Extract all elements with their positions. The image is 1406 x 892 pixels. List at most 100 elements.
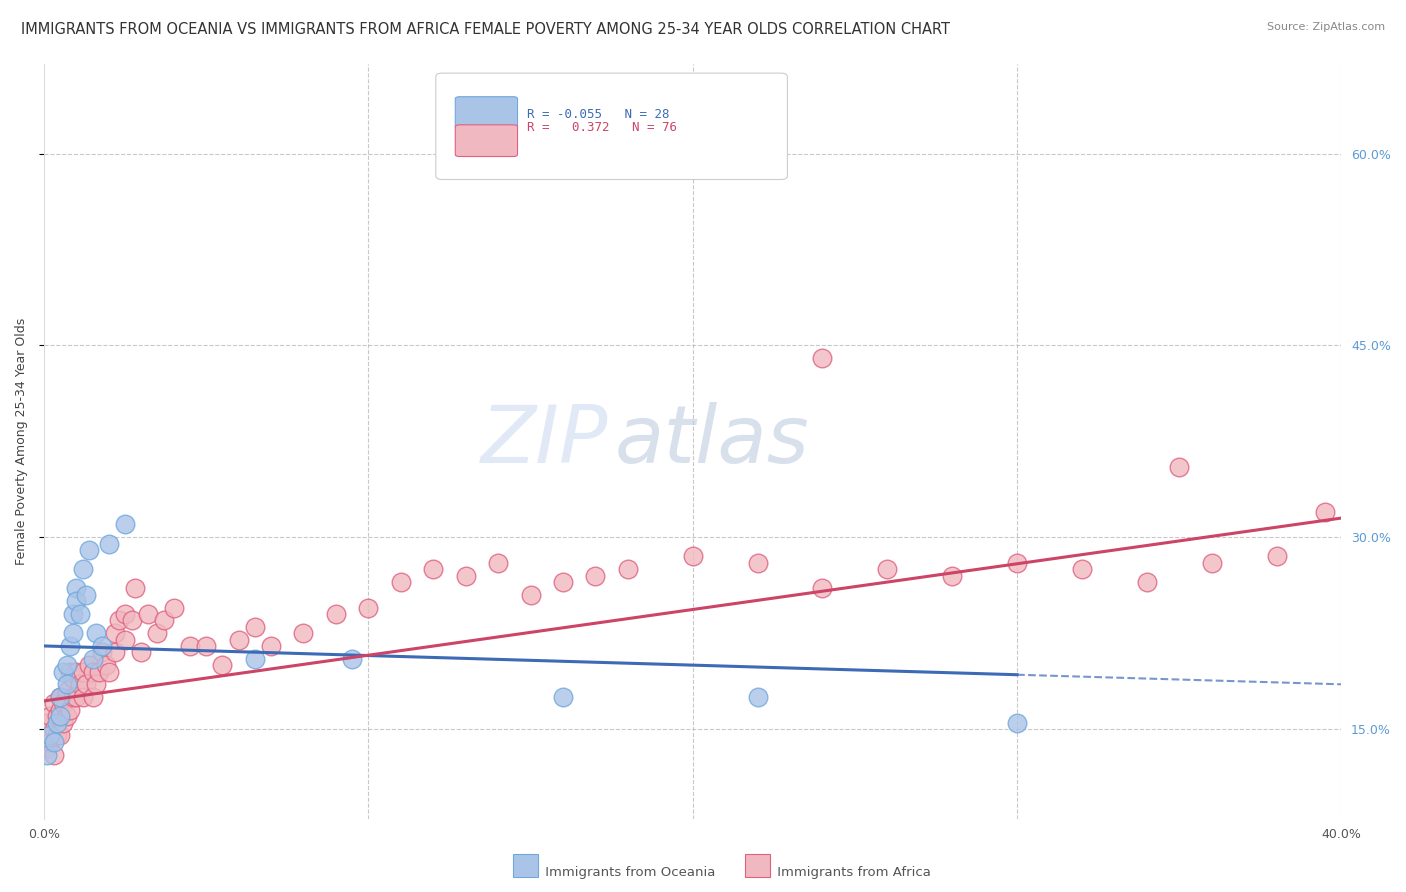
Point (72, 690, 94, 705)
Point (55, 658, 77, 673)
Point (486, 556, 509, 570)
Point (179, 639, 201, 653)
Point (195, 639, 218, 653)
Point (55, 709, 77, 723)
Point (59, 639, 82, 653)
Text: R = -0.055   N = 28: R = -0.055 N = 28 (527, 108, 669, 121)
Point (292, 626, 315, 640)
Point (37, 747, 59, 762)
FancyBboxPatch shape (456, 125, 517, 156)
Point (84, 626, 107, 640)
Point (136, 607, 159, 621)
Point (52, 715, 75, 730)
Text: Source: ZipAtlas.com: Source: ZipAtlas.com (1267, 22, 1385, 32)
Text: ZIP: ZIP (481, 402, 609, 480)
Point (94, 658, 117, 673)
Point (65, 582, 87, 596)
Point (104, 626, 127, 640)
Point (82, 651, 104, 665)
Point (153, 613, 176, 627)
Point (243, 651, 266, 665)
Point (46, 729, 69, 743)
Text: IMMIGRANTS FROM OCEANIA VS IMMIGRANTS FROM AFRICA FEMALE POVERTY AMONG 25-34 YEA: IMMIGRANTS FROM OCEANIA VS IMMIGRANTS FR… (21, 22, 950, 37)
Point (1136, 574, 1159, 589)
Text: atlas: atlas (614, 402, 810, 480)
Point (49, 690, 72, 705)
Point (52, 665, 75, 679)
Point (1265, 549, 1288, 564)
Point (55, 683, 77, 698)
Point (1315, 505, 1337, 519)
Point (52, 697, 75, 711)
Point (91, 639, 114, 653)
Point (454, 568, 477, 582)
Point (62, 671, 84, 685)
Point (82, 665, 104, 679)
Point (682, 549, 704, 564)
Point (62, 690, 84, 705)
Point (163, 600, 186, 615)
Text: Immigrants from Africa: Immigrants from Africa (773, 866, 931, 879)
Point (1005, 715, 1028, 730)
Point (82, 690, 104, 705)
Point (340, 651, 363, 665)
Text: R =   0.372   N = 76: R = 0.372 N = 76 (527, 121, 676, 135)
Point (1070, 562, 1092, 576)
Point (79, 543, 101, 558)
Point (260, 639, 283, 653)
Point (104, 645, 127, 659)
Point (389, 574, 412, 589)
Point (65, 690, 87, 705)
Point (72, 665, 94, 679)
Point (59, 703, 82, 717)
Point (87, 665, 110, 679)
Y-axis label: Female Poverty Among 25-34 Year Olds: Female Poverty Among 25-34 Year Olds (15, 318, 28, 565)
Point (65, 594, 87, 608)
Point (941, 568, 963, 582)
FancyBboxPatch shape (456, 96, 517, 128)
Point (49, 703, 72, 717)
Point (91, 645, 114, 659)
Point (42, 722, 65, 736)
Point (551, 574, 574, 589)
Point (97, 536, 120, 550)
Point (811, 351, 834, 366)
Point (49, 690, 72, 705)
Point (75, 677, 97, 691)
Point (129, 645, 152, 659)
Point (422, 562, 444, 576)
Point (811, 582, 834, 596)
Point (62, 607, 84, 621)
Point (39, 729, 62, 743)
Point (325, 607, 347, 621)
Point (37, 741, 59, 756)
Point (1168, 459, 1191, 474)
Point (243, 620, 266, 634)
Point (617, 562, 640, 576)
Point (228, 632, 250, 647)
Point (114, 607, 136, 621)
Point (42, 697, 65, 711)
Point (39, 735, 62, 749)
Point (146, 626, 169, 640)
Point (107, 613, 129, 627)
Point (49, 729, 72, 743)
Point (747, 556, 769, 570)
Point (75, 588, 97, 602)
Point (72, 562, 94, 576)
Point (357, 600, 380, 615)
Point (114, 632, 136, 647)
Point (747, 690, 769, 705)
Point (69, 677, 91, 691)
Point (876, 562, 898, 576)
Point (59, 665, 82, 679)
Point (114, 517, 136, 532)
Point (211, 658, 233, 673)
Point (84, 677, 107, 691)
Point (97, 665, 120, 679)
Point (65, 665, 87, 679)
Bar (513, 855, 538, 877)
Text: Immigrants from Oceania: Immigrants from Oceania (541, 866, 716, 879)
Point (519, 588, 541, 602)
Point (69, 607, 91, 621)
